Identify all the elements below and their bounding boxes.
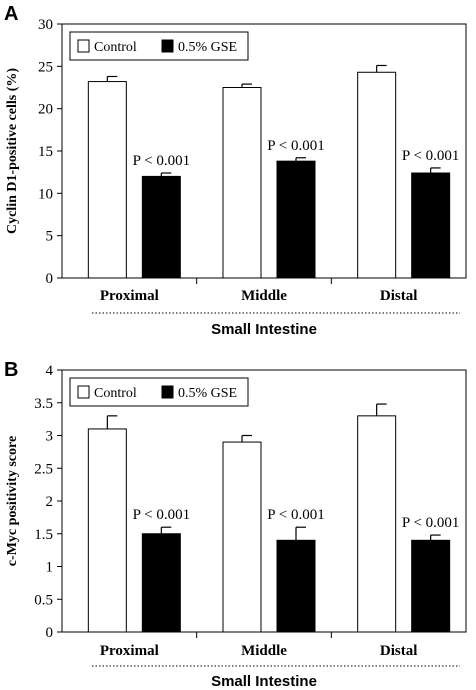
x-tick-label: Distal [380,643,418,659]
panel-b: B 0 0.5 1 1.5 2 2.5 3 3.5 4 c-Myc positivity score… [4,359,467,690]
bar-control [87,428,127,633]
p-value-annotation: P < 0.001 [133,507,191,523]
y-tick-label: 2 [46,494,54,510]
bar-gse [141,533,181,633]
y-tick-label: 15 [38,144,53,160]
legend-swatch [77,39,90,53]
y-tick-label: 5 [46,229,54,245]
y-tick-label: 1.5 [34,527,53,543]
x-tick-label: Middle [241,288,287,304]
panel-letter: A [4,3,18,25]
bar-gse [411,172,451,279]
x-axis-label: Small Intestine [211,321,317,338]
y-tick-label: 3.5 [34,396,53,412]
y-tick-label: 20 [38,102,53,118]
legend: Control 0.5% GSE [69,377,249,407]
legend-label: 0.5% GSE [178,386,237,401]
panel-a: A 0 5 10 15 20 25 30 Cyclin D1-positive cells (%… [4,3,467,338]
bar-gse [411,539,451,633]
y-tick-label: 25 [38,59,53,75]
legend-swatch [161,39,174,53]
legend-label: Control [94,40,137,55]
legend-swatch [161,385,174,399]
y-tick-label: 4 [46,363,54,379]
legend-label: Control [94,386,137,401]
legend-box [69,377,249,407]
legend-label: 0.5% GSE [178,40,237,55]
x-tick-label: Distal [380,288,418,304]
y-tick-label: 0 [46,625,54,641]
p-value-annotation: P < 0.001 [133,153,191,169]
x-tick-label: Proximal [100,643,159,659]
legend-swatch [77,385,90,399]
y-axis-label: c-Myc positivity score [5,436,20,566]
y-tick-label: 30 [38,17,53,33]
panel-letter: B [4,359,18,381]
x-axis-label: Small Intestine [211,673,317,690]
y-tick-label: 2.5 [34,461,53,477]
bar-gse [141,175,181,279]
y-axis-label: Cyclin D1-positive cells (%) [5,68,20,234]
bar-control [222,87,262,279]
bar-gse [276,539,316,633]
x-tick-label: Middle [241,643,287,659]
legend-box [69,31,249,61]
p-value-annotation: P < 0.001 [267,507,325,523]
bar-control [357,415,397,633]
bar-control [222,441,262,633]
bar-control [87,81,127,279]
bar-gse [276,160,316,279]
p-value-annotation: P < 0.001 [267,138,325,154]
legend: Control 0.5% GSE [69,31,249,61]
p-value-annotation: P < 0.001 [402,515,460,531]
y-tick-label: 3 [46,429,54,445]
y-tick-label: 0 [46,271,54,287]
y-tick-label: 1 [46,560,54,576]
y-tick-label: 10 [38,186,53,202]
y-tick-label: 0.5 [34,592,53,608]
bar-control [357,71,397,279]
p-value-annotation: P < 0.001 [402,148,460,164]
x-tick-label: Proximal [100,288,159,304]
